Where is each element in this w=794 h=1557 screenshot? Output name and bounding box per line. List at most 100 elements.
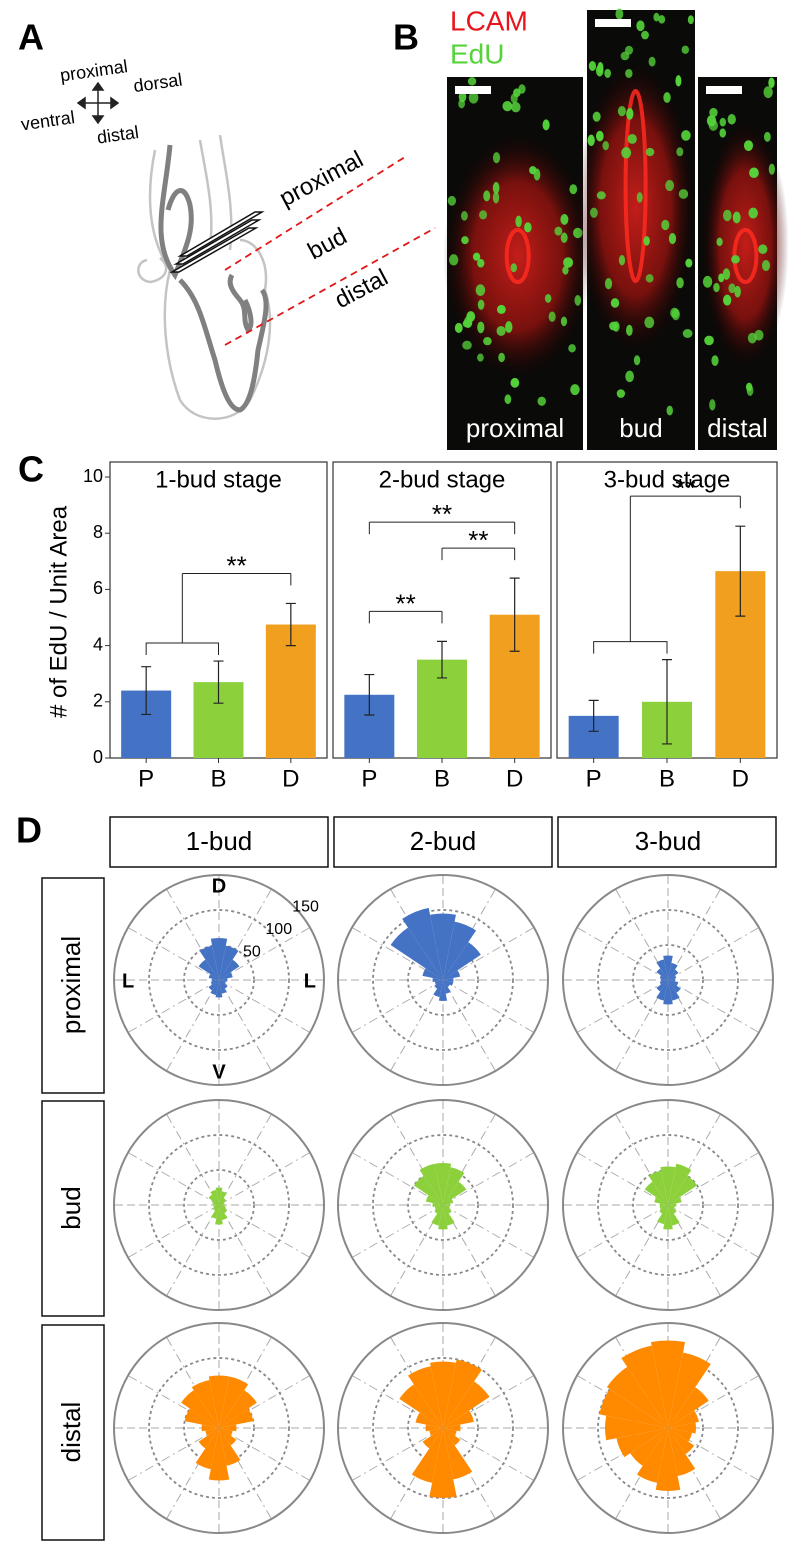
edu-nucleus xyxy=(468,91,479,104)
edu-nucleus xyxy=(483,190,491,202)
y-tick-label: 2 xyxy=(93,691,103,711)
rose-petal xyxy=(402,907,443,980)
rose-petal xyxy=(644,1181,668,1205)
edu-nucleus xyxy=(761,260,771,272)
rose-petal xyxy=(208,1375,230,1428)
rose-petal xyxy=(434,1205,443,1214)
spoke xyxy=(390,1113,444,1206)
y-tick-label: 10 xyxy=(83,466,103,486)
rose-petal xyxy=(407,1366,443,1428)
spoke xyxy=(166,888,220,981)
edu-nucleus xyxy=(658,15,666,24)
rose-petal xyxy=(659,1205,668,1210)
rose-petal xyxy=(219,959,240,980)
rose-petal xyxy=(219,980,226,984)
rose-petal xyxy=(443,1203,451,1207)
error-bar xyxy=(437,640,447,679)
spoke xyxy=(667,1204,760,1258)
ring xyxy=(183,1169,255,1241)
rose-petal xyxy=(198,1428,219,1449)
edu-nucleus xyxy=(560,232,568,243)
rose-petal xyxy=(443,980,454,986)
rose-petal xyxy=(668,1163,692,1205)
spoke xyxy=(667,888,721,981)
r-tick-label: 50 xyxy=(243,944,261,961)
rose-petal xyxy=(219,1191,227,1205)
micrographs: proximal bud distal xyxy=(442,8,789,450)
spoke xyxy=(442,1375,535,1429)
spoke xyxy=(667,1375,760,1429)
panel-label: D xyxy=(16,810,42,851)
edu-nucleus xyxy=(648,56,656,67)
significance-label: ** xyxy=(396,588,416,618)
edu-nucleus xyxy=(728,283,736,294)
ring xyxy=(372,1134,514,1276)
rose-petal xyxy=(210,938,228,980)
edu-nucleus xyxy=(492,182,500,194)
spoke xyxy=(667,1427,721,1520)
significance-label: ** xyxy=(675,473,695,503)
rose-charts: 1-bud 2-bud 3-bud proximal bud distal 50100150… xyxy=(41,816,777,1541)
error-bar xyxy=(285,602,296,647)
y-tick-label: 0 xyxy=(93,747,103,767)
edu-nucleus xyxy=(665,179,675,192)
edu-nucleus xyxy=(562,265,569,275)
rose-petal xyxy=(443,1381,490,1428)
rose-petal xyxy=(443,1428,473,1480)
rose-petal xyxy=(434,980,443,985)
rose-petal xyxy=(213,1205,219,1211)
edu-nucleus xyxy=(734,285,741,298)
rose-petal xyxy=(219,1408,254,1428)
rose-petal xyxy=(219,1428,237,1446)
lumen xyxy=(623,89,648,283)
rose-petal xyxy=(443,980,450,987)
edu-nucleus xyxy=(568,344,576,353)
direction-label: D xyxy=(212,875,226,897)
rose-petal xyxy=(668,1428,693,1442)
stain-label: LCAM xyxy=(450,5,528,36)
significance-bracket xyxy=(145,573,219,656)
rose-petal xyxy=(219,1424,237,1432)
edu-nucleus xyxy=(668,232,677,245)
edu-nucleus xyxy=(560,214,569,225)
spoke xyxy=(442,927,535,981)
edu-nucleus xyxy=(636,192,643,203)
rose-petal xyxy=(215,1205,223,1225)
edu-nucleus xyxy=(529,166,537,175)
rose-petal xyxy=(219,980,227,994)
column-header-box xyxy=(109,816,329,868)
ring xyxy=(148,1134,290,1276)
edu-nucleus xyxy=(678,189,689,199)
rose-petal xyxy=(219,1428,241,1466)
edu-nucleus xyxy=(458,99,465,109)
compass-label: distal xyxy=(96,122,140,148)
edu-nucleus xyxy=(758,244,768,255)
spoke xyxy=(166,979,220,1072)
edu-nucleus xyxy=(592,111,601,122)
spoke xyxy=(667,1152,760,1206)
spoke xyxy=(218,979,311,1033)
edu-nucleus xyxy=(542,119,550,131)
rose-petal xyxy=(668,980,681,993)
x-tick-label: P xyxy=(361,765,377,792)
edu-nucleus xyxy=(663,92,671,103)
edu-nucleus xyxy=(722,209,732,222)
edu-nucleus xyxy=(602,140,609,151)
rose-petal xyxy=(208,1428,230,1481)
spoke xyxy=(127,927,220,981)
edu-nucleus xyxy=(633,355,641,366)
rose-petal xyxy=(191,1379,219,1428)
significance-label: ** xyxy=(468,525,488,555)
x-tick-label: D xyxy=(282,765,299,792)
spoke xyxy=(351,979,444,1033)
region-boundary xyxy=(224,227,436,346)
rose-petal xyxy=(219,1428,233,1436)
spoke xyxy=(576,1152,669,1206)
rose-petal xyxy=(415,1412,443,1428)
rose-petal xyxy=(413,1175,443,1205)
spoke xyxy=(615,979,669,1072)
rose-petal xyxy=(659,975,668,980)
edu-nucleus xyxy=(537,396,546,406)
rose-petal xyxy=(668,1175,698,1205)
rose-petal xyxy=(621,1345,668,1428)
